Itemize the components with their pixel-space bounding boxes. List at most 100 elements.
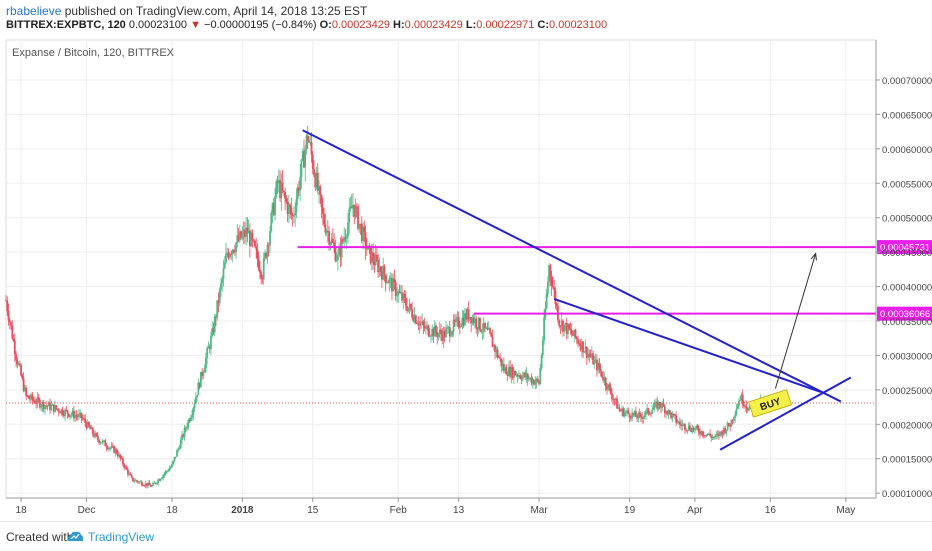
candle-body — [379, 266, 382, 272]
candle-body — [497, 357, 500, 359]
horizontal-level-badge — [877, 240, 932, 255]
candle-body — [364, 232, 367, 249]
y-tick-label: 0.00015000 — [882, 455, 932, 466]
candle-body — [163, 473, 166, 476]
candle-body — [211, 328, 214, 337]
candle-body — [96, 435, 99, 440]
candle-body — [250, 232, 253, 247]
chart-title: Expanse / Bitcoin, 120, BITTREX — [12, 47, 175, 59]
candle-body — [118, 454, 121, 457]
candle-body — [492, 345, 495, 348]
candle-body — [481, 331, 484, 333]
x-tick-label: 18 — [16, 505, 28, 516]
candle-body — [315, 172, 318, 188]
candle-body — [661, 403, 664, 408]
candle-body — [440, 329, 442, 335]
candle-body — [549, 265, 552, 277]
candle-body — [418, 322, 421, 326]
candle-body — [401, 292, 403, 301]
candle-body — [66, 410, 69, 414]
candle-body — [60, 409, 63, 414]
candle-body — [191, 415, 193, 418]
candle-body — [425, 325, 427, 329]
candle-body — [71, 410, 74, 415]
candle-body — [120, 458, 123, 460]
candle-body — [525, 373, 528, 378]
candle-body — [485, 327, 488, 329]
candle-body — [305, 135, 308, 150]
candle-body — [681, 424, 684, 426]
candle-body — [124, 466, 127, 468]
candle-body — [616, 398, 618, 409]
candle-body — [246, 227, 249, 234]
candle-body — [122, 458, 124, 465]
candle-body — [709, 433, 711, 436]
high-value: 0.00023429 — [404, 19, 463, 31]
candle-body — [274, 196, 276, 215]
candle-body — [238, 231, 241, 241]
candle-body — [61, 409, 64, 415]
candle-body — [680, 424, 683, 426]
low-value: 0.00022971 — [476, 19, 535, 31]
candle-body — [54, 405, 56, 412]
candle-body — [284, 192, 287, 199]
price-axis[interactable]: 0.00010000 0.00015000 0.00020000 0.00025000… — [875, 40, 932, 500]
candle-body — [242, 229, 245, 234]
candle-body — [323, 213, 325, 225]
candle-body — [105, 446, 108, 448]
candle-body — [34, 400, 36, 404]
candle-body — [506, 374, 509, 376]
horizontal-level-badge — [877, 306, 932, 321]
candle-body — [582, 341, 584, 353]
time-axis[interactable]: 18 Dec 18 2018 15 Feb 13 Mar 19 Apr 16 May — [6, 497, 876, 516]
candle-body — [257, 259, 260, 270]
candle-body — [511, 366, 514, 378]
candle-body — [676, 422, 679, 424]
candle-body — [20, 365, 22, 376]
chart-header: rbabelieve published on TradingView.com,… — [0, 0, 932, 36]
candle-body — [184, 428, 187, 429]
candle-body — [25, 387, 28, 396]
candle-body — [276, 181, 279, 184]
candle-body — [486, 327, 489, 330]
candle-body — [148, 482, 151, 486]
candle-body — [340, 239, 343, 258]
candle-body — [67, 413, 70, 417]
y-tick-label: 0.00030000 — [882, 351, 932, 362]
candle-body — [389, 277, 392, 279]
candle-body — [578, 343, 581, 345]
candle-body — [354, 206, 357, 217]
candle-body — [516, 374, 519, 377]
candle-body — [18, 363, 21, 366]
candle-body — [352, 204, 354, 209]
candle-body — [433, 325, 436, 337]
author-link[interactable]: rbabelieve — [6, 4, 62, 18]
candle-body — [675, 415, 678, 423]
candle-body — [432, 328, 435, 337]
candle-body — [564, 323, 567, 325]
candle-body — [699, 432, 701, 435]
candle-body — [358, 223, 361, 229]
y-tick-label: 0.00010000 — [882, 489, 932, 500]
candle-body — [719, 431, 722, 436]
candle-body — [588, 353, 591, 356]
candle-body — [35, 403, 38, 405]
candle-body — [177, 448, 180, 451]
candle-body — [500, 358, 503, 367]
price-change: −0.00000195 (−0.84%) — [204, 19, 317, 31]
candle-body — [717, 433, 720, 436]
candle-body — [114, 449, 117, 453]
candle-body — [123, 464, 126, 468]
tradingview-brand[interactable]: TradingView — [88, 530, 155, 544]
candle-body — [88, 422, 90, 427]
candle-body — [689, 425, 691, 431]
candle-body — [563, 324, 566, 332]
candle-body — [295, 199, 298, 213]
candle-body — [350, 206, 353, 209]
x-tick-label: 16 — [765, 505, 777, 516]
candle-body — [421, 321, 424, 324]
candle-body — [467, 308, 470, 320]
candle-body — [130, 475, 133, 478]
candle-body — [682, 423, 685, 425]
